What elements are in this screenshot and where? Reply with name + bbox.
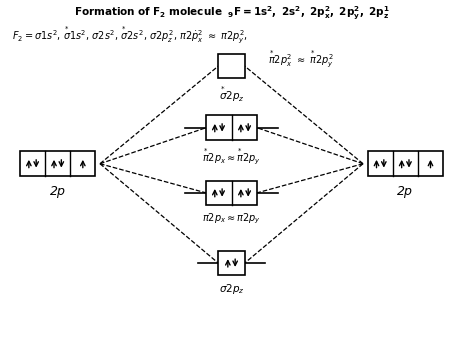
Text: $F_2 =\sigma 1s^2$, $\overset{*}{\sigma}1s^2$, $\sigma 2s^2$, $\overset{*}{\sigm: $F_2 =\sigma 1s^2$, $\overset{*}{\sigma}… bbox=[12, 25, 248, 46]
Text: $\sigma 2p_z$: $\sigma 2p_z$ bbox=[219, 282, 244, 295]
Bar bbox=[368, 151, 443, 176]
Bar bbox=[206, 181, 257, 205]
Bar bbox=[206, 116, 257, 140]
Text: $\mathbf{Formation\ of\ F_2\ molecule}$$\mathbf{\ \ {}_9F = 1}$$\mathbf{s^2}$$\m: $\mathbf{Formation\ of\ F_2\ molecule}$$… bbox=[74, 5, 389, 22]
Text: 2p: 2p bbox=[50, 185, 66, 198]
Text: $\pi 2p_x$$\approx$$\pi 2p_y$: $\pi 2p_x$$\approx$$\pi 2p_y$ bbox=[202, 211, 261, 226]
Text: $\overset{*}{\pi}2p_x$$\approx$$\overset{*}{\pi}2p_y$: $\overset{*}{\pi}2p_x$$\approx$$\overset… bbox=[202, 146, 261, 166]
Bar bbox=[218, 54, 245, 78]
Text: $\overset{*}{\pi}2p_x^2$ $\approx$ $\overset{*}{\pi}2p_y^2$: $\overset{*}{\pi}2p_x^2$ $\approx$ $\ove… bbox=[268, 49, 334, 70]
Bar bbox=[20, 151, 95, 176]
Text: $\overset{*}{\sigma}2p_z$: $\overset{*}{\sigma}2p_z$ bbox=[219, 85, 244, 104]
Text: 2p: 2p bbox=[397, 185, 413, 198]
Bar bbox=[218, 251, 245, 275]
